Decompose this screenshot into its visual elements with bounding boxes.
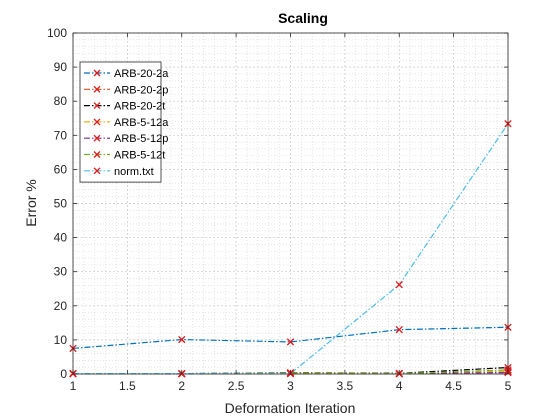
x-tick-label: 4: [396, 379, 403, 393]
y-tick-label: 80: [54, 94, 68, 108]
data-point: [286, 338, 295, 346]
y-tick-label: 0: [60, 367, 67, 381]
legend-entry: ARB-20-2p: [84, 84, 168, 96]
legend-label: ARB-20-2a: [114, 68, 169, 80]
legend-entry: ARB-20-2a: [84, 68, 169, 80]
y-tick-label: 20: [54, 299, 68, 313]
legend: ARB-20-2a ARB-20-2p ARB-20-2t ARB-5-12a ARB-…: [79, 61, 169, 183]
x-tick-label: 3: [287, 379, 294, 393]
axis-ticks: [72, 32, 509, 375]
y-tick-label: 60: [54, 162, 68, 176]
legend-label: ARB-20-2t: [114, 101, 165, 113]
x-tick-label: 4.5: [445, 379, 462, 393]
y-tick-label: 100: [47, 26, 67, 40]
legend-marker: [93, 102, 101, 110]
x-tick-labels: 1 1.5 2 2.5 3 3.5 4 4.5 5: [70, 379, 512, 393]
legend-label: ARB-5-12p: [114, 133, 168, 145]
chart-title: Scaling: [278, 10, 328, 26]
legend-entry: ARB-20-2t: [84, 101, 165, 113]
x-tick-label: 1.5: [119, 379, 136, 393]
legend-label: ARB-5-12t: [114, 150, 165, 162]
y-tick-label: 50: [54, 197, 68, 211]
legend-label: ARB-20-2p: [114, 84, 168, 96]
data-point: [178, 335, 186, 344]
legend-label: norm.txt: [114, 166, 154, 178]
x-tick-label: 2: [178, 379, 185, 393]
data-point: [395, 326, 403, 334]
legend-entry: ARB-5-12a: [84, 117, 169, 129]
legend-label: ARB-5-12a: [114, 117, 169, 129]
y-tick-label: 30: [54, 265, 68, 279]
legend-marker: [93, 151, 101, 158]
y-tick-label: 10: [54, 333, 68, 347]
legend-entry: norm.txt: [84, 166, 154, 178]
series-line: [72, 326, 509, 350]
legend-marker: [93, 85, 101, 93]
x-tick-label: 3.5: [337, 379, 354, 393]
x-tick-label: 5: [505, 379, 512, 393]
legend-marker: [93, 134, 101, 142]
legend-marker: [93, 167, 101, 175]
x-axis-label: Deformation Iteration: [225, 400, 356, 416]
y-tick-label: 90: [54, 60, 68, 74]
y-tick-labels: 0 10 20 30 40 50 60 70 80 90 100: [47, 26, 67, 381]
legend-entry: ARB-5-12t: [84, 150, 165, 162]
x-tick-label: 1: [70, 379, 77, 393]
y-axis-label: Error %: [23, 179, 39, 226]
data-point: [395, 280, 403, 289]
x-tick-label: 2.5: [228, 379, 245, 393]
y-tick-label: 70: [54, 128, 68, 142]
legend-entry: ARB-5-12p: [84, 133, 168, 145]
legend-marker: [93, 118, 101, 126]
y-tick-label: 40: [54, 231, 68, 245]
legend-marker: [93, 69, 101, 77]
